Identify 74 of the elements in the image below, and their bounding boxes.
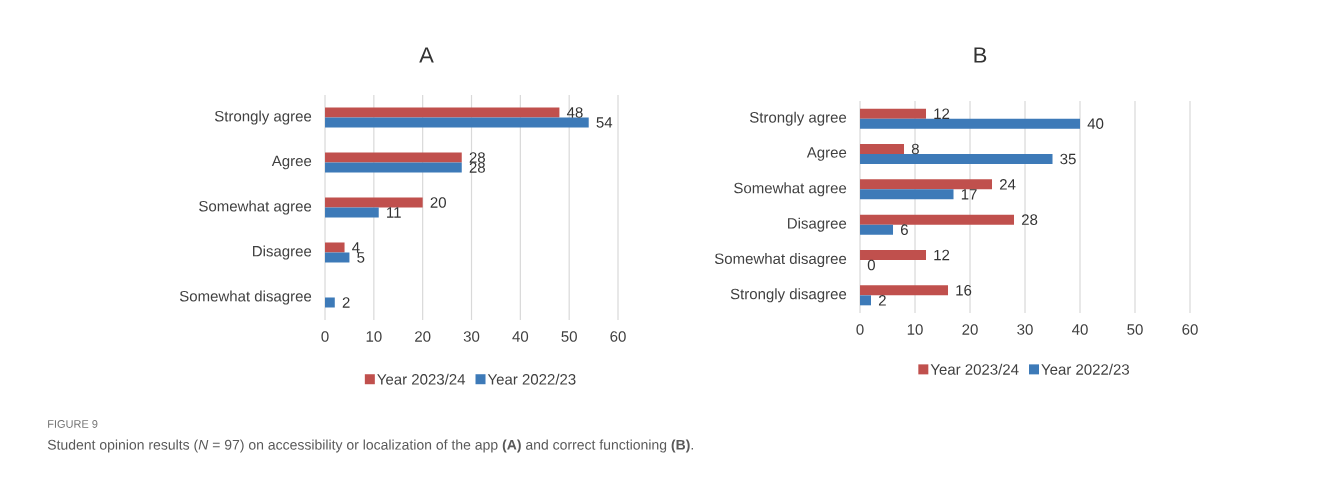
bar (860, 179, 993, 190)
y-tick-label: Agree (806, 147, 847, 161)
data-label: 24 (999, 179, 1016, 190)
bar (325, 297, 335, 308)
data-label: 4 (352, 242, 360, 253)
bar (860, 224, 894, 235)
x-tick-label: 20 (962, 324, 978, 335)
text: Student opinion results (N = 97) on accessibility or localization of the app (A) and correct functioning (B). (47, 439, 693, 453)
bar (325, 242, 345, 253)
bar (325, 197, 423, 208)
data-label: 20 (430, 197, 446, 208)
bar (325, 252, 350, 263)
data-label: 54 (596, 117, 613, 128)
legend-label: Year 2022/23 (1041, 363, 1130, 375)
data-label: 28 (1021, 214, 1038, 225)
x-tick-label: 0 (321, 331, 329, 342)
caption: FIGURE 9 (48, 420, 98, 428)
bar (860, 108, 927, 119)
bar (860, 118, 1081, 129)
data-label: 6 (900, 224, 908, 235)
legend-label: Year 2023/24 (377, 373, 466, 385)
x-tick-label: 60 (1182, 324, 1198, 335)
bar (325, 107, 560, 118)
bar (325, 117, 589, 128)
y-tick-label: Somewhat agree (199, 200, 312, 215)
data-label: 5 (357, 252, 365, 263)
data-label: 35 (1060, 153, 1076, 165)
y-tick-label: Agree (271, 155, 312, 170)
bar (860, 153, 1053, 164)
data-label: 40 (1087, 118, 1104, 129)
bar (325, 152, 462, 163)
data-label: 12 (934, 108, 950, 119)
data-label: 8 (911, 143, 919, 155)
y-tick-label: Disagree (788, 217, 847, 232)
y-tick-label: Somewhat agree (734, 182, 847, 197)
data-label: 11 (387, 207, 401, 218)
data-label: 48 (566, 107, 583, 118)
data-label: 0 (867, 259, 875, 271)
data-label: 2 (342, 297, 350, 308)
x-tick-label: 30 (463, 331, 480, 342)
bar (860, 143, 905, 154)
bar (860, 295, 872, 306)
x-tick-label: 10 (907, 324, 923, 335)
y-tick-label: Somewhat disagree (714, 252, 847, 267)
y-tick-label: Strongly disagree (730, 288, 847, 303)
bar (325, 207, 379, 218)
x-tick-label: 40 (512, 331, 529, 342)
data-label: 16 (956, 285, 972, 296)
bar (860, 214, 1015, 225)
legend-label: Year 2022/23 (487, 373, 576, 385)
bar (860, 285, 949, 296)
bar (860, 249, 927, 260)
chart-title: B (974, 47, 987, 63)
data-label: 12 (934, 249, 950, 261)
data-label: 17 (961, 189, 977, 200)
y-tick-label: Somewhat disagree (179, 290, 312, 305)
x-tick-label: 50 (561, 331, 577, 342)
bar (860, 189, 954, 200)
x-tick-label: 30 (1017, 324, 1033, 335)
data-label: 28 (469, 162, 485, 173)
legend-label: Year 2023/24 (930, 363, 1019, 375)
y-tick-label: Strongly agree (749, 111, 847, 126)
chart-title: A (419, 47, 434, 63)
x-tick-label: 20 (415, 331, 431, 342)
data-label: 2 (878, 295, 886, 306)
x-tick-label: 10 (366, 331, 382, 342)
x-tick-label: 40 (1072, 324, 1088, 335)
data-label: 28 (469, 152, 485, 163)
y-tick-label: Strongly agree (214, 110, 312, 125)
y-tick-label: Disagree (253, 245, 312, 260)
x-tick-label: 50 (1127, 324, 1143, 335)
x-tick-label: 0 (856, 324, 864, 335)
bar (325, 162, 462, 173)
x-tick-label: 60 (610, 331, 626, 342)
